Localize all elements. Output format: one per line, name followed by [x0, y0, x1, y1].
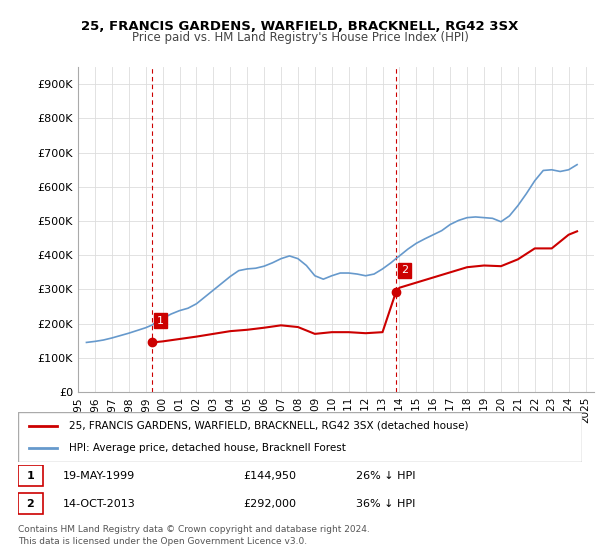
Text: Contains HM Land Registry data © Crown copyright and database right 2024.
This d: Contains HM Land Registry data © Crown c… [18, 525, 370, 546]
Text: 36% ↓ HPI: 36% ↓ HPI [356, 499, 416, 509]
Text: 26% ↓ HPI: 26% ↓ HPI [356, 471, 416, 481]
Text: Price paid vs. HM Land Registry's House Price Index (HPI): Price paid vs. HM Land Registry's House … [131, 31, 469, 44]
FancyBboxPatch shape [18, 412, 582, 462]
Text: 14-OCT-2013: 14-OCT-2013 [63, 499, 136, 509]
Text: 19-MAY-1999: 19-MAY-1999 [63, 471, 136, 481]
Text: 1: 1 [157, 316, 164, 325]
Text: £144,950: £144,950 [244, 471, 296, 481]
Text: 25, FRANCIS GARDENS, WARFIELD, BRACKNELL, RG42 3SX: 25, FRANCIS GARDENS, WARFIELD, BRACKNELL… [82, 20, 518, 32]
Text: 2: 2 [401, 265, 408, 276]
Text: £292,000: £292,000 [244, 499, 296, 509]
Text: 2: 2 [26, 499, 34, 509]
Text: 1: 1 [26, 471, 34, 481]
FancyBboxPatch shape [18, 493, 43, 514]
Text: 25, FRANCIS GARDENS, WARFIELD, BRACKNELL, RG42 3SX (detached house): 25, FRANCIS GARDENS, WARFIELD, BRACKNELL… [69, 421, 468, 431]
Text: HPI: Average price, detached house, Bracknell Forest: HPI: Average price, detached house, Brac… [69, 443, 346, 453]
FancyBboxPatch shape [18, 465, 43, 486]
